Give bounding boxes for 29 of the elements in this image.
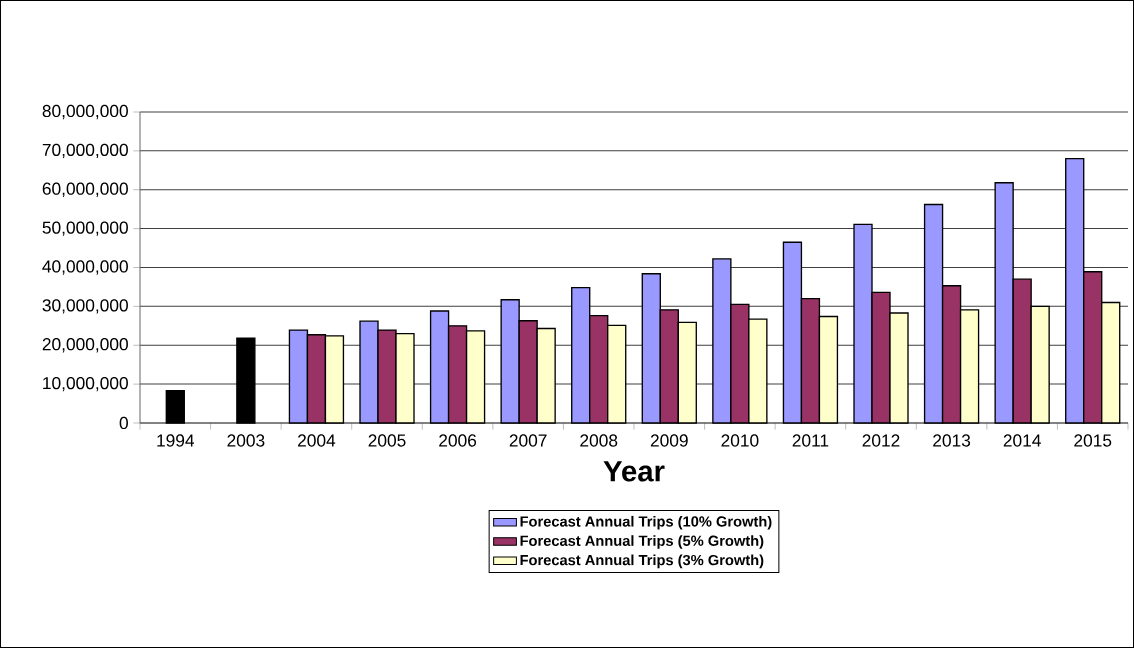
x-tick-label: 2005	[368, 434, 406, 447]
x-tick-label: 2006	[439, 434, 477, 447]
y-tick-label: 0	[119, 416, 128, 430]
x-tick-label: 2015	[1074, 434, 1112, 447]
x-tick-label: 2003	[227, 434, 265, 447]
y-tick-label: 40,000,000	[42, 260, 128, 275]
y-tick-label: 30,000,000	[42, 299, 128, 314]
bar	[236, 337, 256, 424]
legend-label: Forecast Annual Trips (3% Growth)	[520, 554, 764, 569]
y-tick-label: 20,000,000	[42, 338, 128, 353]
x-tick-label: 2008	[580, 434, 618, 447]
y-tick-label: 50,000,000	[42, 221, 128, 236]
legend-label: Forecast Annual Trips (10% Growth)	[520, 515, 772, 530]
y-tick-label: 80,000,000	[42, 104, 128, 120]
x-tick-label: 2010	[721, 434, 759, 447]
y-tick-label: 70,000,000	[42, 143, 128, 159]
x-tick-label: 2014	[1003, 434, 1041, 447]
x-tick-label: 2012	[862, 434, 900, 447]
x-tick-label: 2004	[298, 434, 336, 447]
legend-label: Forecast Annual Trips (5% Growth)	[520, 535, 764, 549]
y-tick-label: 10,000,000	[43, 376, 128, 392]
x-axis-title: Year	[603, 461, 665, 482]
x-tick-label: 2013	[933, 434, 971, 447]
x-tick-label: 2007	[509, 434, 547, 447]
x-tick-label: 2011	[792, 434, 829, 447]
y-tick-label: 60,000,000	[42, 182, 128, 197]
x-tick-label: 1994	[157, 434, 195, 447]
bar	[165, 390, 185, 424]
x-tick-label: 2009	[650, 434, 688, 447]
